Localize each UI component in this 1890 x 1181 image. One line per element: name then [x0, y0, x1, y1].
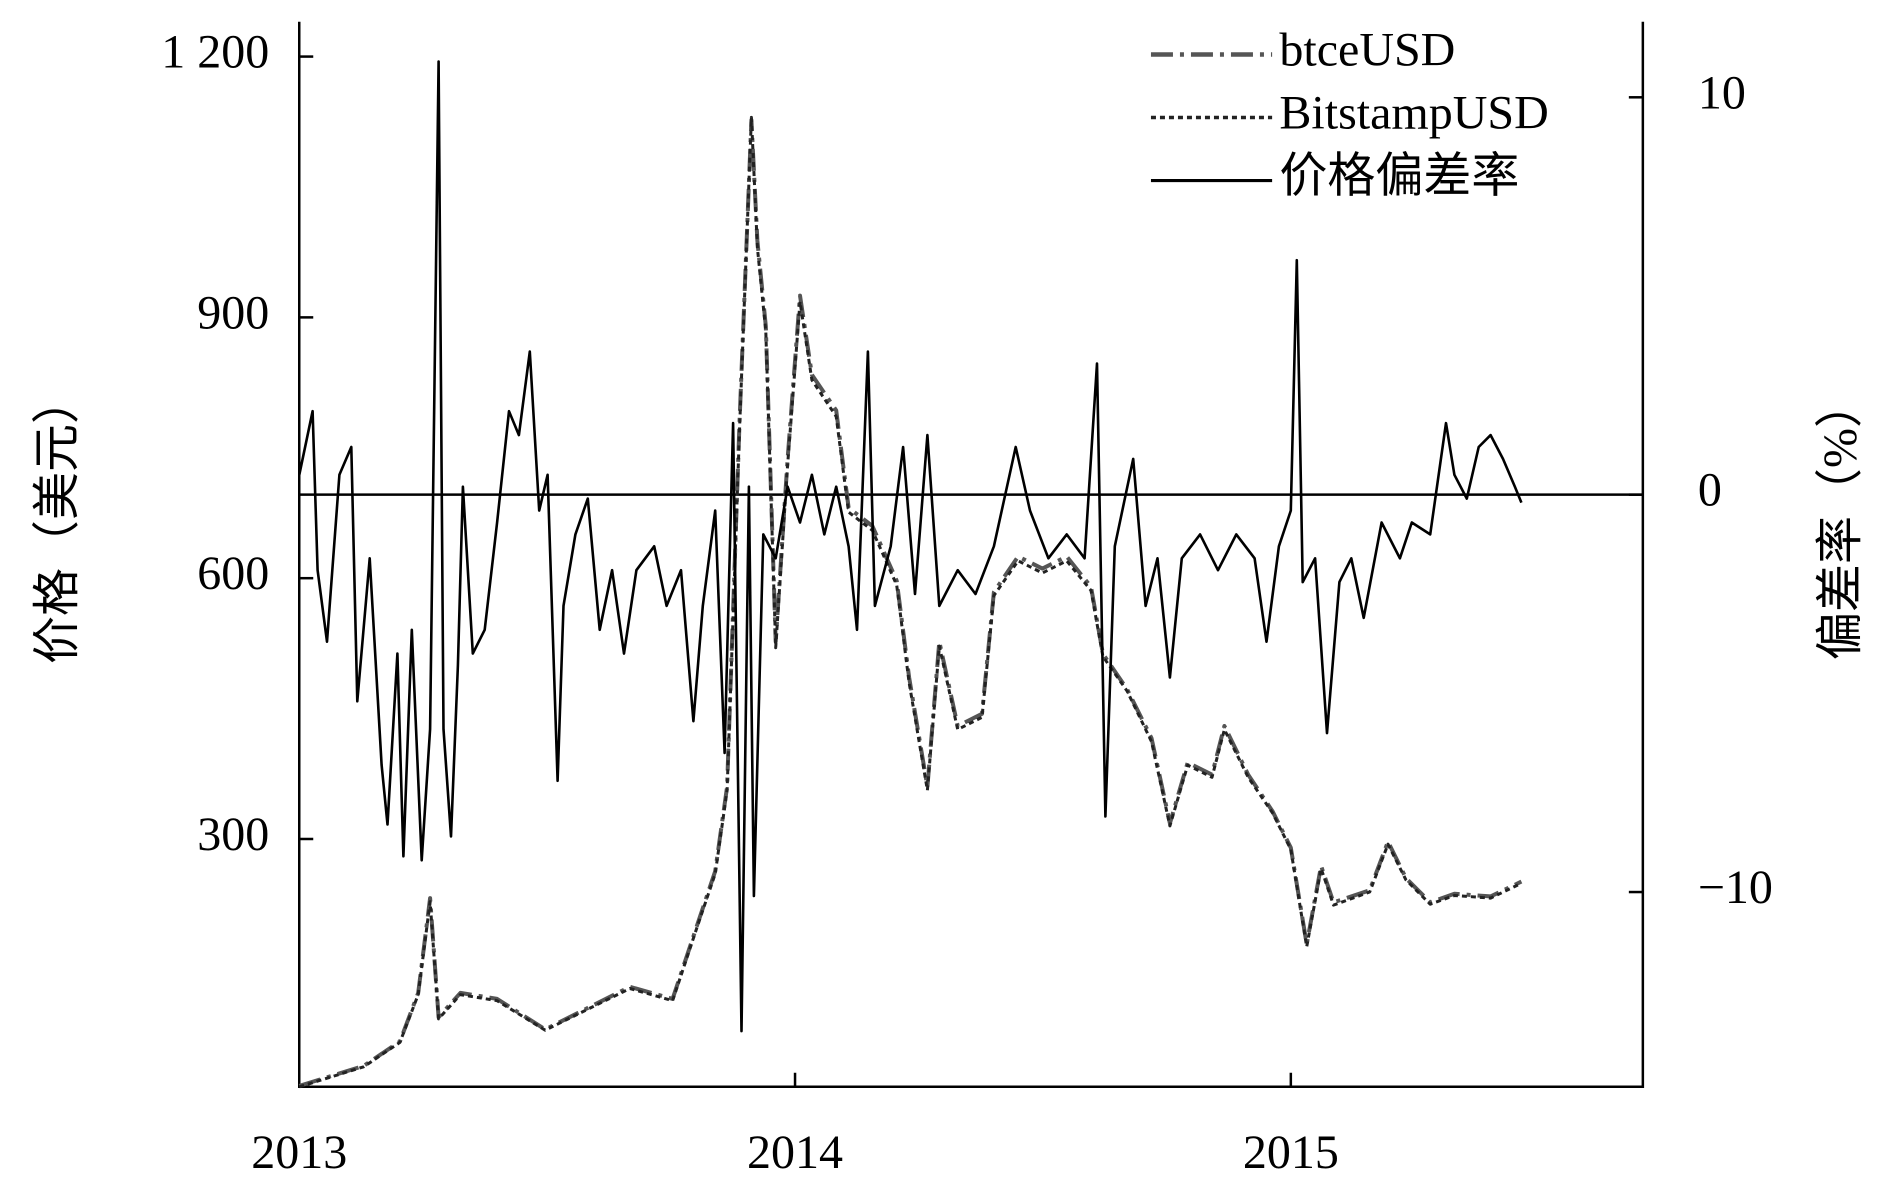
y2-tick-label: −10	[1698, 861, 1773, 914]
axes	[298, 21, 1645, 1088]
y2-tick-label: 10	[1698, 66, 1746, 119]
y-tick-label: 300	[197, 808, 269, 861]
y2-axis-label: 偏差率（%）	[1814, 380, 1867, 660]
x-tick-label: 2015	[1243, 1126, 1339, 1179]
series-line	[298, 60, 1523, 1033]
legend-label: BitstampUSD	[1279, 87, 1548, 140]
y-axis-label: 价格（美元）	[31, 376, 84, 664]
x-tick-label: 2013	[251, 1126, 347, 1179]
y-tick-label: 1 200	[161, 26, 269, 79]
legend-label: btceUSD	[1279, 24, 1455, 77]
y-tick-label: 900	[197, 286, 269, 339]
series-line	[298, 115, 1523, 1089]
y2-tick-label: 0	[1698, 464, 1722, 517]
y-tick-label: 600	[197, 547, 269, 600]
legend-label: 价格偏差率	[1279, 150, 1519, 203]
x-tick-label: 2014	[747, 1126, 843, 1179]
